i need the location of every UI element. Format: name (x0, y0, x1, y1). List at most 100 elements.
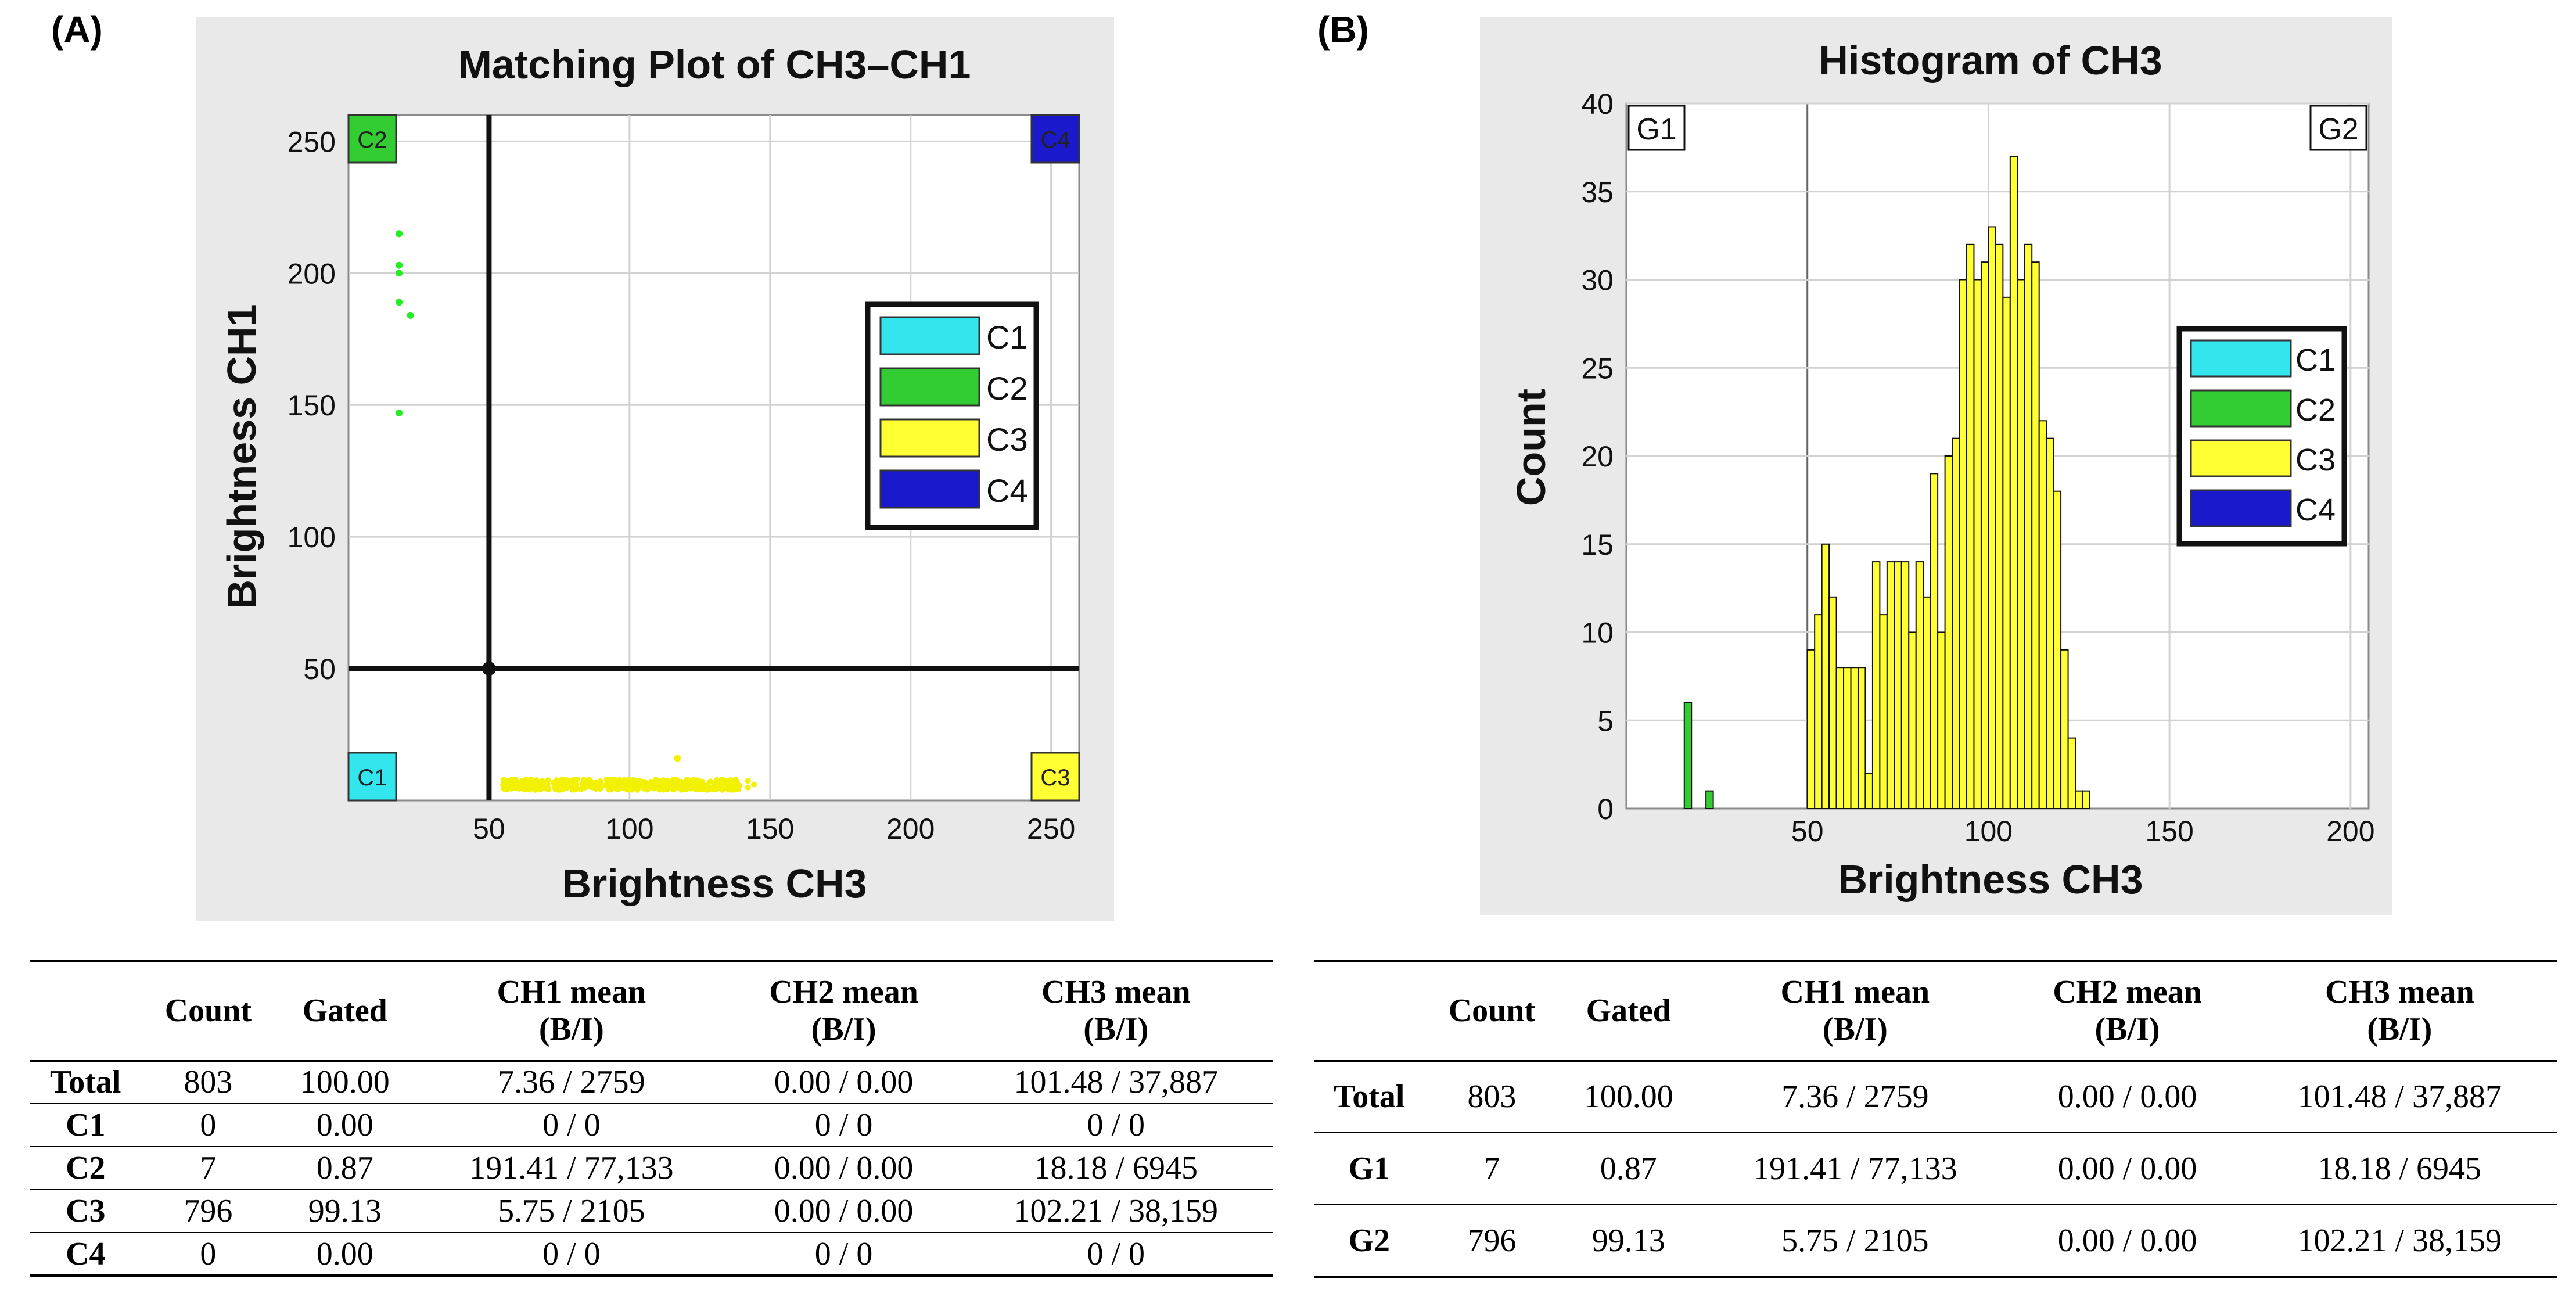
table-a-row: C4 0 0.00 0 / 0 0 / 0 0 / 0 (30, 1233, 1273, 1276)
scatter-point-c2 (396, 409, 403, 416)
scatter-point-c3 (545, 777, 551, 784)
scatter-point-c3 (612, 777, 619, 784)
table-b-cell: 0.00 / 0.00 (2057, 1222, 2197, 1259)
scatter-point-c3 (608, 786, 615, 793)
scatter-point-c3 (710, 784, 716, 791)
scatter-point-c3 (539, 784, 545, 791)
table-a-cell: 99.13 (275, 1190, 415, 1233)
table-a-cell: 0 / 0 (728, 1104, 959, 1147)
table-b-header-1: Count (1424, 961, 1560, 1062)
chart-title: Matching Plot of CH3–CH1 (458, 42, 971, 87)
x-tick-label: 100 (605, 813, 653, 845)
table-a-row-label: C1 (30, 1104, 141, 1147)
table-b-header-5: CH3 mean (B/I) (2242, 961, 2557, 1062)
scatter-point-c3 (554, 777, 560, 784)
table-b-header-2: Gated (1559, 961, 1698, 1062)
legend-swatch-c1 (879, 316, 980, 355)
quadrant-box-c3 (1030, 752, 1080, 802)
table-a-row: C3 796 99.13 5.75 / 2105 0.00 / 0.00 102.21 /… (30, 1190, 1273, 1233)
table-a-cell: 0 / 0 (1087, 1235, 1145, 1272)
table-b-cell: 7.36 / 2759 (1698, 1061, 2013, 1133)
scatter-point-c3 (553, 785, 559, 791)
x-tick-label: 250 (1027, 813, 1075, 845)
table-a-cell: 102.21 / 38,159 (958, 1190, 1273, 1233)
table-b-cell: 100.00 (1559, 1061, 1698, 1133)
table-a-cell: 0.00 / 0.00 (728, 1061, 959, 1104)
table-b-row: G2 796 99.13 5.75 / 2105 0.00 / 0.00 102.21 /… (1314, 1205, 2557, 1277)
table-a-cell: 0 / 0 (814, 1235, 873, 1272)
scatter-point-c3 (680, 783, 686, 789)
legend-swatch-c2 (879, 367, 980, 407)
table-b-header-4: CH2 mean (B/I) (2012, 961, 2243, 1062)
scatter-point-c3 (705, 781, 711, 788)
panel-a-label: (A) (51, 9, 103, 51)
scatter-point-c3 (597, 785, 603, 792)
table-a-cell: 0 (141, 1104, 276, 1147)
scatter-point-c3 (545, 786, 552, 792)
table-a-cell: 0.00 (275, 1104, 415, 1147)
table-b-header-0 (1314, 961, 1425, 1062)
scatter-point-c3 (502, 784, 508, 791)
legend-swatch-c4 (879, 469, 980, 509)
table-a-row: C2 7 0.87 191.41 / 77,133 0.00 / 0.00 18.18 /… (30, 1147, 1273, 1190)
quadrant-label-c2: C2 (357, 127, 387, 153)
table-a-header-0 (30, 961, 141, 1062)
table-a-row: Total 803 100.00 7.36 / 2759 0.00 / 0.00 101.… (30, 1061, 1273, 1104)
table-a-cell: 5.75 / 2105 (414, 1190, 729, 1233)
table-a-cell: 0.00 (316, 1235, 373, 1272)
table-a-header-4: CH2 mean (B/I) (728, 961, 959, 1062)
scatter-point-c3 (573, 784, 579, 791)
table-b-row-label: Total (1314, 1061, 1425, 1133)
table-b-cell: 18.18 / 6945 (2242, 1133, 2557, 1205)
table-b-cell: 796 (1467, 1222, 1517, 1259)
quadrant-label-c4: C4 (1040, 127, 1070, 153)
quadrant-box-c1 (347, 752, 397, 802)
legend-swatch-c3 (879, 418, 980, 458)
scatter-point-c3 (562, 782, 568, 789)
table-b-cell: 803 (1424, 1061, 1560, 1133)
table-a-cell: 0.00 / 0.00 (728, 1190, 959, 1233)
table-a-cell: 796 (141, 1190, 276, 1233)
quadrant-box-c2 (347, 114, 397, 164)
table-b-cell: 101.48 / 37,887 (2242, 1061, 2557, 1133)
y-tick-label: 200 (288, 257, 336, 290)
panel-b-label: (B) (1317, 9, 1369, 51)
table-b-cell: 7 (1424, 1133, 1560, 1205)
x-axis-label: Brightness CH3 (562, 861, 867, 906)
legend-label-c1: C1 (986, 319, 1028, 355)
scatter-point-c3 (531, 781, 538, 788)
scatter-point-c3 (639, 778, 646, 785)
table-b-header-3: CH1 mean (B/I) (1698, 961, 2013, 1062)
table-a-cell: 0 (200, 1235, 217, 1272)
table-b-row-label: G1 (1314, 1133, 1425, 1205)
y-tick-label: 50 (303, 653, 336, 685)
table-a-row-label: Total (30, 1061, 141, 1104)
quadrant-box-c4 (1030, 114, 1080, 164)
table-b-cell: 0.00 / 0.00 (2012, 1061, 2243, 1133)
x-tick-label: 150 (746, 813, 794, 845)
table-a-header-3: CH1 mean (B/I) (414, 961, 729, 1062)
table-a-cell: 0.87 (275, 1147, 415, 1190)
stats-table-a: Count Gated CH1 mean (B/I) CH2 mean (B/I) CH3 … (30, 960, 1273, 1277)
scatter-point-c3 (674, 755, 681, 762)
scatter-point-c2 (396, 261, 403, 269)
scatter-point-c2 (396, 299, 403, 306)
table-a-cell: 100.00 (275, 1061, 415, 1104)
table-b-cell: 5.75 / 2105 (1781, 1222, 1929, 1259)
scatter-point-c3 (668, 781, 674, 787)
table-a-header-5: CH3 mean (B/I) (958, 961, 1273, 1062)
y-tick-label: 100 (288, 521, 336, 554)
scatter-point-c3 (684, 777, 690, 784)
table-a-cell: 191.41 / 77,133 (414, 1147, 729, 1190)
scatter-point-c3 (630, 777, 636, 783)
scatter-point-c3 (694, 777, 700, 784)
scatter-point-c3 (731, 778, 738, 785)
table-a-cell: 0 / 0 (958, 1104, 1273, 1147)
y-tick-label: 250 (288, 125, 336, 158)
legend-label-c4: C4 (986, 472, 1028, 509)
scatter-point-c3 (718, 779, 724, 785)
quadrant-label-c3: C3 (1040, 765, 1070, 791)
scatter-point-c3 (587, 782, 593, 788)
table-b-cell: 99.13 (1591, 1222, 1665, 1259)
